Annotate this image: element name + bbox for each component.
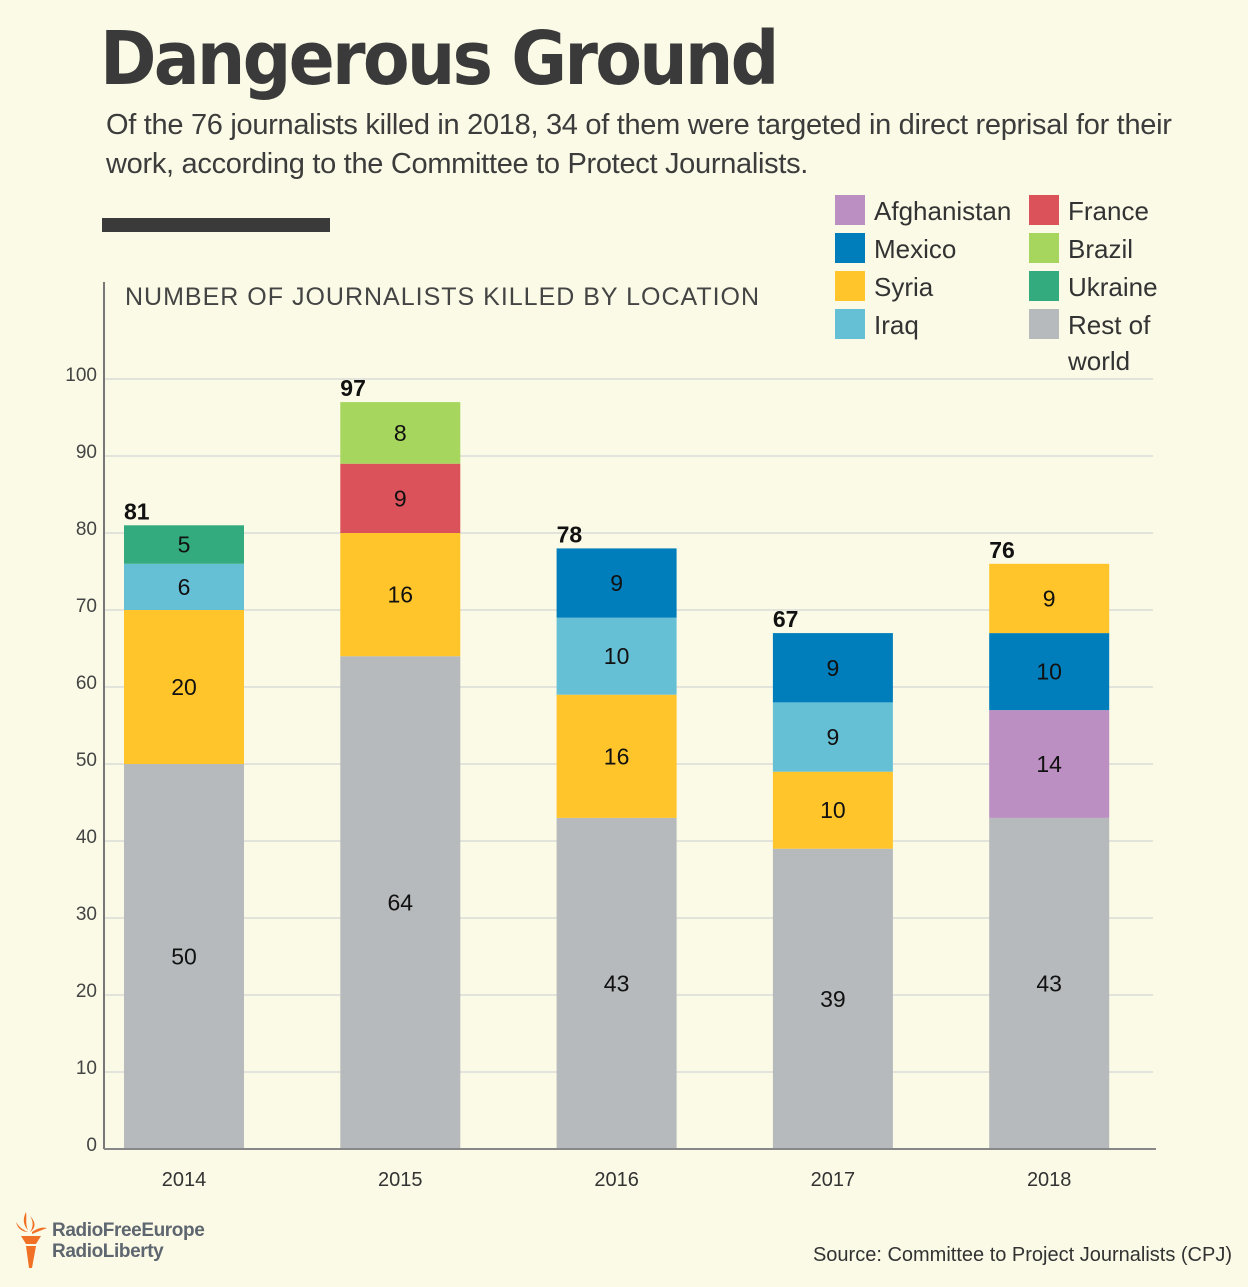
segment-value-label: 10 [1036,659,1062,685]
bar-total-label: 81 [124,498,150,524]
y-tick-label: 100 [65,365,97,386]
logo-line-1: RadioFreeEurope [52,1220,205,1241]
legend-label-syria: Syria [874,272,934,302]
bar-segment-mexico [772,633,893,703]
segment-value-label: 20 [171,674,197,700]
legend-label-mexico: Mexico [874,234,957,264]
bar-total-label: 67 [773,606,799,632]
legend-swatch-brazil [1029,233,1059,263]
y-tick-label: 30 [76,904,97,925]
chart-title: Dangerous Ground [100,16,779,102]
bar-segment-mexico [556,548,677,618]
bar-total-label: 78 [557,521,583,547]
chart-subtitle: Of the 76 journalists killed in 2018, 34… [106,109,1172,180]
legend-swatch-rest-of-world [1029,309,1059,339]
y-tick-label: 70 [76,596,97,617]
x-tick-label: 2017 [811,1169,856,1191]
legend-label-afghanistan: Afghanistan [874,196,1012,226]
x-tick-label: 2016 [594,1169,639,1191]
legend-swatch-iraq [835,309,865,339]
bar-total-label: 76 [989,537,1015,563]
segment-value-label: 14 [1036,751,1062,777]
bar-segment-iraq [124,563,244,610]
legend-swatch-syria [835,271,865,301]
legend-item-afghanistan: Afghanistan [835,193,1024,229]
segment-value-label: 6 [178,574,191,600]
segment-value-label: 43 [1036,970,1062,996]
chart-label: NUMBER OF JOURNALISTS KILLED BY LOCATION [125,283,761,311]
legend-label-france: France [1068,196,1149,226]
bar-segment-rest-of-world [989,817,1110,1149]
segment-value-label: 9 [394,485,407,511]
y-tick-label: 40 [76,827,97,848]
bar-segment-syria [124,610,244,764]
y-tick-label: 60 [76,673,97,694]
segment-value-label: 9 [610,570,623,596]
legend-label-brazil: Brazil [1068,234,1134,264]
segment-value-label: 9 [827,655,840,681]
y-tick-label: 80 [76,519,97,540]
segment-value-label: 16 [604,743,630,769]
bar-segment-syria [989,563,1110,634]
y-tick-label: 0 [86,1135,97,1156]
bar-segment-rest-of-world [340,656,461,1149]
segment-value-label: 9 [1043,585,1056,611]
legend-item-syria: Syria [835,269,1024,305]
bar-segment-france [340,463,461,533]
segment-value-label: 39 [820,986,846,1012]
y-tick-label: 50 [76,750,97,771]
segment-value-label: 16 [388,582,414,608]
x-tick-label: 2018 [1027,1169,1072,1191]
legend: Afghanistan Mexico Syria Iraq France Bra… [835,193,1175,383]
source-note: Source: Committee to Project Journalists… [812,1244,1232,1266]
bar-segment-ukraine [124,525,244,564]
y-tick-label: 20 [76,981,97,1002]
x-tick-label: 2014 [162,1169,207,1191]
legend-label-iraq: Iraq [874,310,919,340]
bar-segment-iraq [556,617,677,695]
bar-segment-syria [340,533,461,657]
rferl-logo[interactable]: RadioFreeEurope RadioLiberty [14,1210,205,1272]
bar-segment-rest-of-world [772,848,893,1149]
torch-icon [16,1212,47,1268]
bar-total-label: 97 [340,375,366,401]
bar-segment-syria [772,771,893,849]
bar-segment-afghanistan [989,710,1110,818]
title-divider [102,218,330,232]
y-tick-label: 90 [76,442,97,463]
legend-item-mexico: Mexico [835,231,1024,267]
segment-value-label: 9 [827,724,840,750]
legend-item-ukraine: Ukraine [1029,269,1218,305]
legend-swatch-afghanistan [835,195,865,225]
legend-swatch-mexico [835,233,865,263]
bar-segment-rest-of-world [556,817,677,1149]
bar-segment-brazil [340,402,461,464]
bar-segment-rest-of-world [124,764,244,1149]
legend-item-rest-of-world: Rest of world [1029,307,1158,379]
bar-segment-syria [556,694,677,818]
bar-segment-iraq [772,702,893,772]
x-tick-label: 2015 [378,1169,423,1191]
legend-item-france: France [1029,193,1218,229]
segment-value-label: 64 [388,890,414,916]
legend-item-iraq: Iraq [835,307,1024,343]
legend-label-rest-of-world: Rest of world [1068,310,1151,376]
legend-label-ukraine: Ukraine [1068,272,1158,302]
bar-segment-mexico [989,633,1110,711]
y-tick-label: 10 [76,1058,97,1079]
segment-value-label: 10 [604,643,630,669]
logo-line-2: RadioLiberty [52,1241,164,1262]
legend-swatch-ukraine [1029,271,1059,301]
segment-value-label: 10 [820,797,846,823]
segment-value-label: 43 [604,970,630,996]
segment-value-label: 50 [171,944,197,970]
segment-value-label: 5 [178,532,191,558]
legend-item-brazil: Brazil [1029,231,1218,267]
legend-swatch-france [1029,195,1059,225]
segment-value-label: 8 [394,420,407,446]
